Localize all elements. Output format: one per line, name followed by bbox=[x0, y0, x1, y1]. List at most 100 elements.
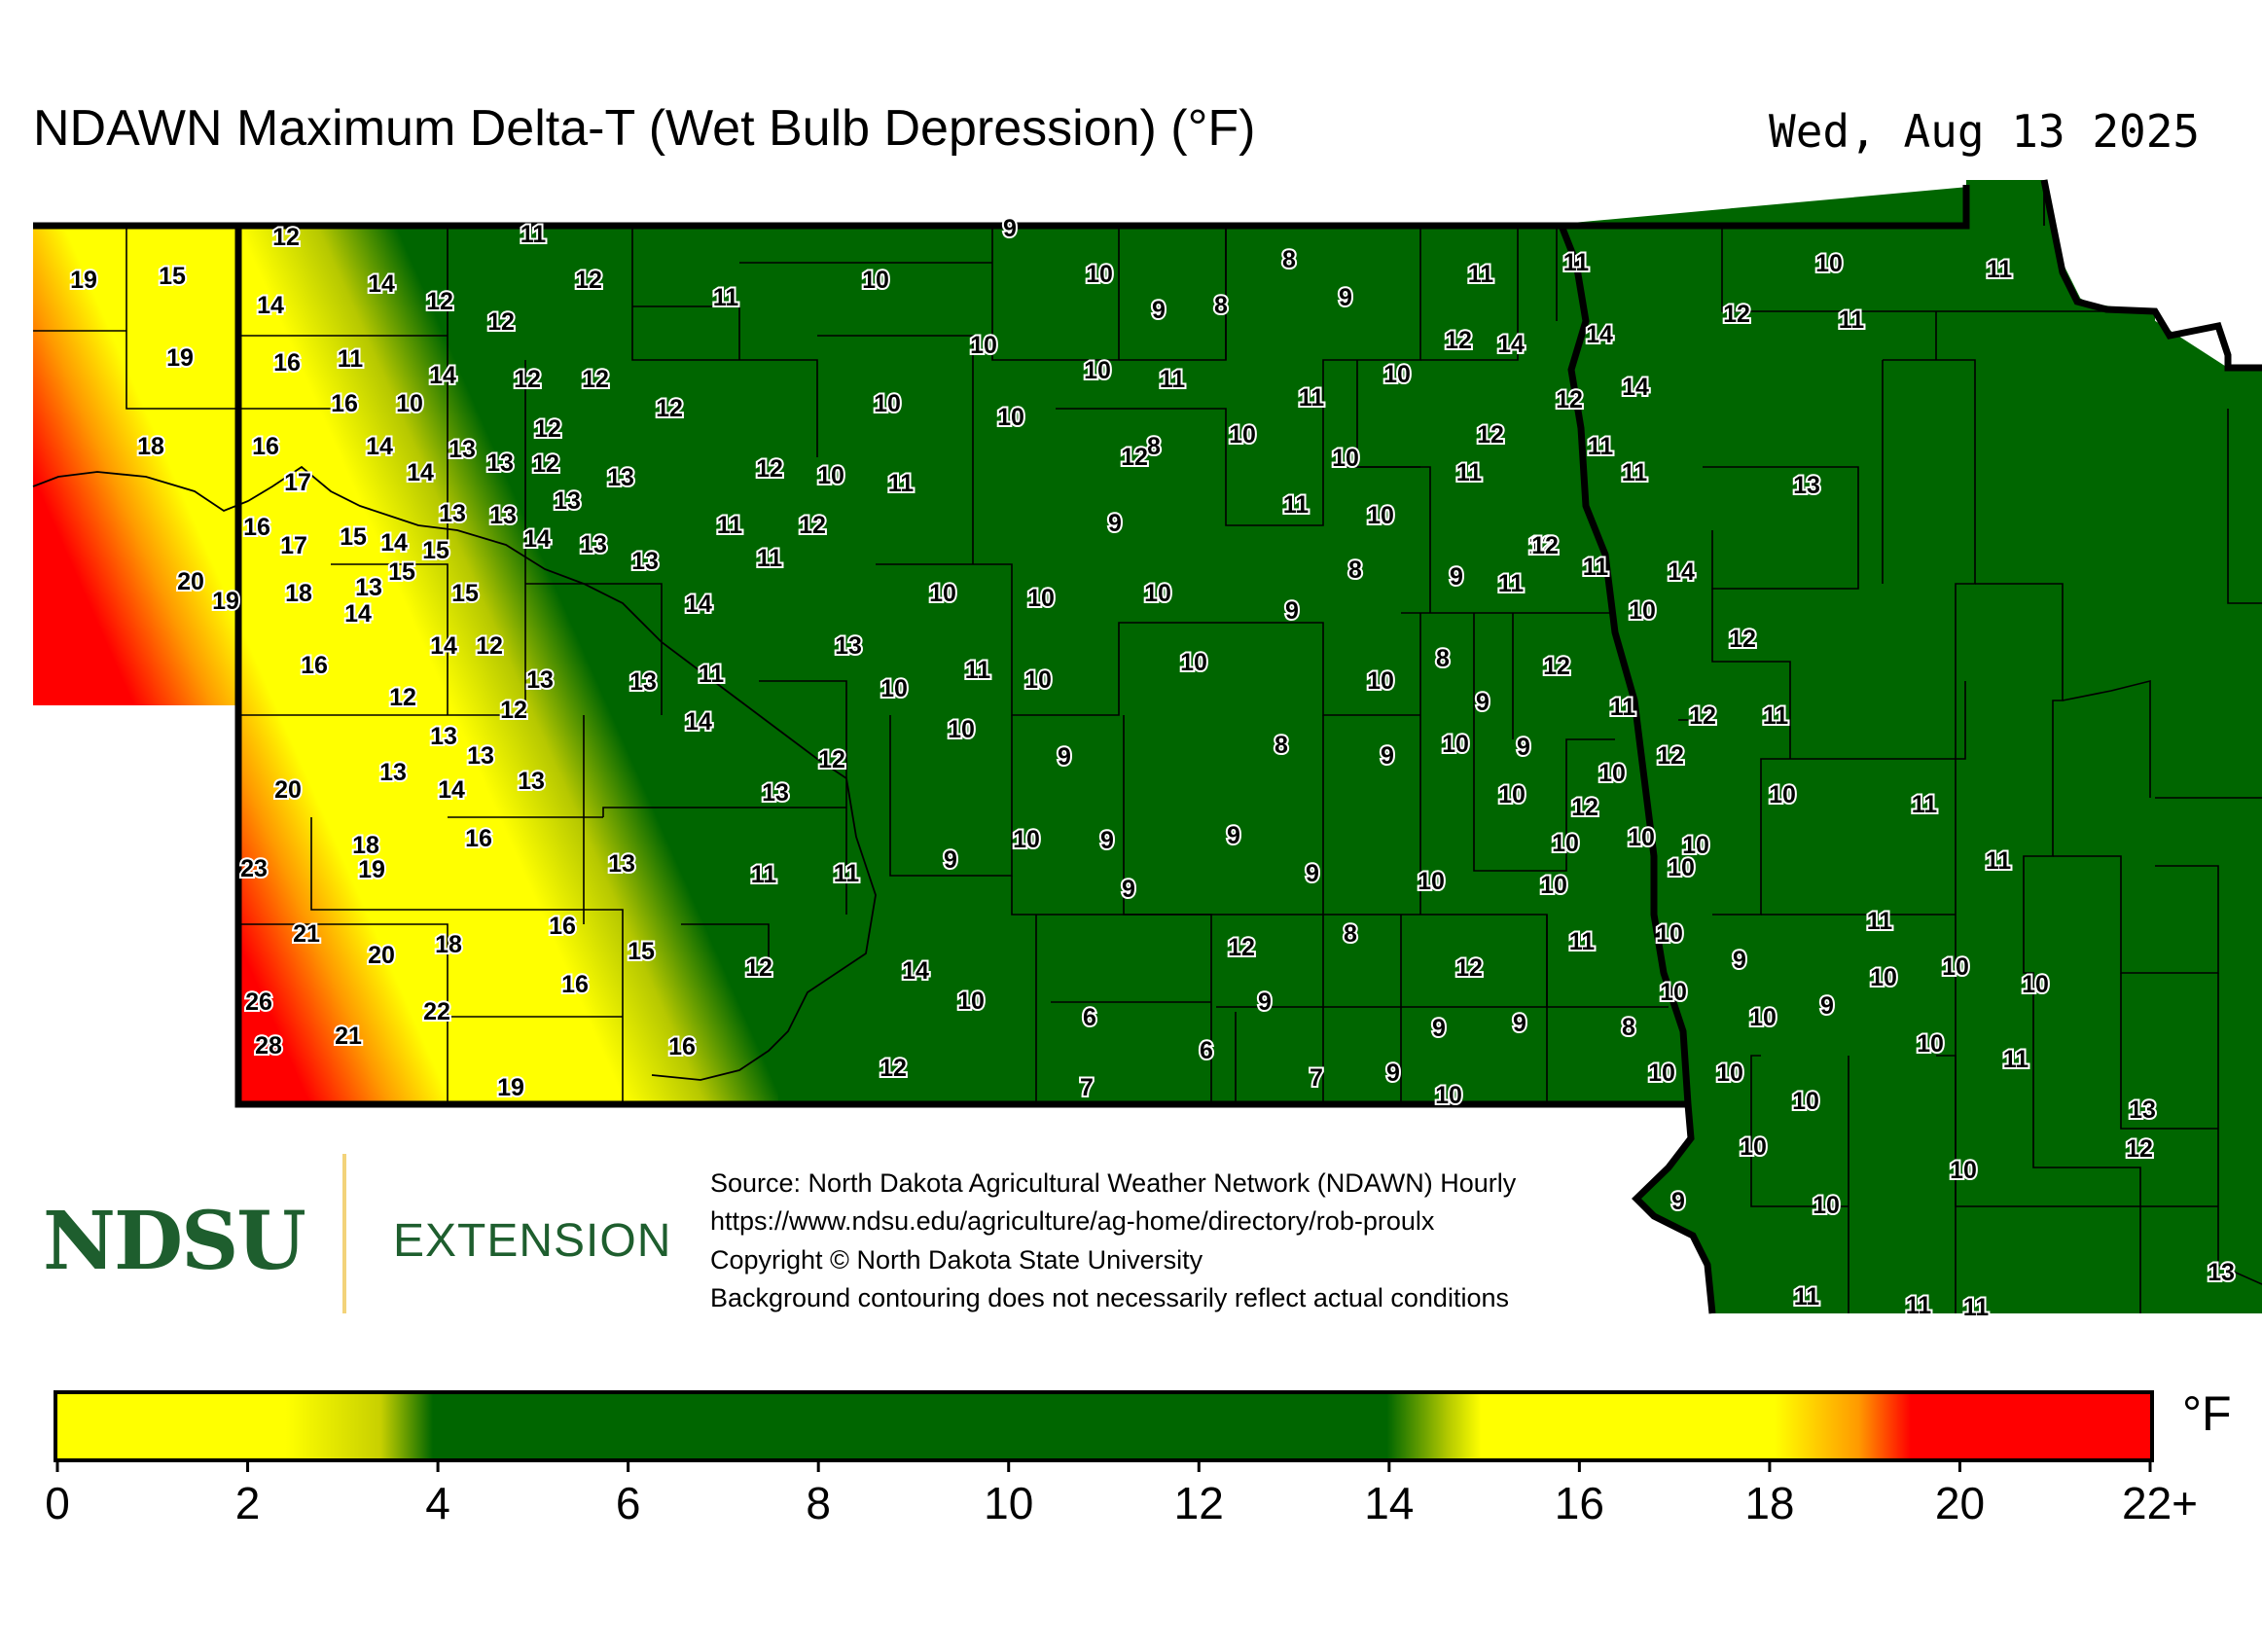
station-value: 12 bbox=[582, 366, 609, 393]
station-value: 10 bbox=[1442, 731, 1469, 758]
station-value: 10 bbox=[1815, 250, 1843, 277]
station-value: 15 bbox=[388, 558, 415, 586]
station-value: 8 bbox=[1622, 1014, 1635, 1041]
station-value: 13 bbox=[430, 723, 457, 750]
station-value: 11 bbox=[1839, 306, 1865, 334]
station-value: 9 bbox=[1122, 876, 1135, 903]
ndsu-logo-mark: NDSU bbox=[43, 1195, 306, 1288]
station-value: 12 bbox=[1528, 532, 1556, 559]
station-value: 10 bbox=[1740, 1133, 1767, 1161]
station-value: 9 bbox=[944, 846, 957, 874]
station-value: 15 bbox=[628, 938, 655, 965]
station-value: 12 bbox=[1445, 327, 1472, 354]
station-value: 13 bbox=[762, 779, 789, 807]
station-value: 11 bbox=[713, 284, 739, 311]
station-value: 14 bbox=[685, 591, 712, 618]
station-value: 10 bbox=[1383, 361, 1411, 388]
station-value: 10 bbox=[970, 332, 997, 359]
station-value: 9 bbox=[1285, 597, 1299, 625]
station-value: 11 bbox=[1583, 554, 1609, 581]
station-value: 13 bbox=[467, 742, 494, 770]
station-value: 10 bbox=[1027, 585, 1055, 612]
station-value: 10 bbox=[1813, 1192, 1840, 1219]
station-value: 13 bbox=[449, 436, 476, 463]
station-value: 11 bbox=[1569, 928, 1596, 955]
station-value: 16 bbox=[549, 913, 576, 940]
copyright-line: Copyright © North Dakota State Universit… bbox=[710, 1245, 1203, 1275]
station-value: 14 bbox=[366, 433, 393, 460]
station-value: 14 bbox=[257, 292, 284, 319]
station-value: 12 bbox=[272, 224, 300, 251]
station-value: 9 bbox=[1339, 284, 1352, 311]
station-value: 11 bbox=[1963, 1294, 1990, 1321]
station-value: 15 bbox=[451, 580, 479, 607]
station-value: 11 bbox=[338, 345, 364, 373]
station-value: 13 bbox=[518, 768, 545, 795]
station-value: 9 bbox=[1513, 1010, 1526, 1037]
extension-logo-text: EXTENSION bbox=[393, 1215, 672, 1267]
station-value: 9 bbox=[1476, 689, 1490, 716]
station-value: 16 bbox=[273, 349, 301, 377]
station-value: 13 bbox=[486, 449, 514, 477]
station-value: 28 bbox=[255, 1032, 282, 1059]
station-value: 12 bbox=[575, 267, 602, 294]
station-value: 12 bbox=[1556, 386, 1583, 413]
station-value: 10 bbox=[1180, 649, 1207, 676]
station-value: 11 bbox=[1912, 791, 1938, 818]
station-value: 9 bbox=[1100, 827, 1114, 854]
station-value: 12 bbox=[880, 1055, 907, 1082]
station-value: 10 bbox=[1418, 868, 1445, 895]
station-value: 13 bbox=[607, 464, 634, 491]
station-value: 12 bbox=[1455, 954, 1483, 982]
station-value: 15 bbox=[159, 263, 186, 290]
station-value: 9 bbox=[1258, 988, 1272, 1016]
station-value: 16 bbox=[301, 652, 328, 679]
station-value: 14 bbox=[430, 632, 457, 660]
station-value: 12 bbox=[1729, 626, 1756, 653]
station-value: 10 bbox=[1648, 1059, 1675, 1087]
station-value: 10 bbox=[1367, 667, 1394, 695]
station-value: 13 bbox=[355, 574, 382, 601]
station-value: 10 bbox=[957, 988, 985, 1015]
station-value: 12 bbox=[656, 395, 683, 422]
station-value: 9 bbox=[1227, 822, 1240, 849]
station-value: 11 bbox=[699, 661, 725, 688]
station-value: 12 bbox=[799, 512, 826, 539]
station-value: 15 bbox=[340, 523, 367, 551]
map-date: Wed, Aug 13 2025 bbox=[1769, 105, 2201, 158]
station-value: 11 bbox=[1498, 570, 1525, 597]
station-value: 10 bbox=[929, 580, 956, 607]
station-value: 8 bbox=[1282, 246, 1296, 273]
station-value: 11 bbox=[1906, 1292, 1932, 1319]
station-value: 11 bbox=[1987, 256, 2013, 283]
station-value: 13 bbox=[554, 487, 581, 515]
station-value: 14 bbox=[438, 776, 465, 804]
station-value: 12 bbox=[1228, 934, 1255, 961]
station-value: 11 bbox=[757, 545, 783, 572]
station-value: 21 bbox=[293, 920, 320, 948]
minnesota-region bbox=[1562, 180, 2262, 1313]
station-value: 13 bbox=[2208, 1259, 2235, 1286]
station-value: 14 bbox=[407, 459, 434, 486]
station-value: 13 bbox=[835, 632, 862, 660]
station-value: 6 bbox=[1200, 1037, 1213, 1064]
station-value: 12 bbox=[487, 308, 515, 336]
station-value: 11 bbox=[1794, 1283, 1820, 1311]
station-value: 12 bbox=[532, 450, 559, 478]
station-value: 11 bbox=[1160, 366, 1186, 393]
station-value: 10 bbox=[1435, 1082, 1462, 1109]
station-value: 11 bbox=[834, 860, 860, 887]
station-value: 14 bbox=[523, 525, 551, 553]
ndsu-extension-logo: NDSU EXTENSION bbox=[43, 1154, 685, 1313]
station-value: 20 bbox=[368, 942, 395, 969]
station-value: 17 bbox=[280, 532, 307, 559]
montana-strip bbox=[33, 226, 238, 705]
station-value: 11 bbox=[1468, 261, 1494, 288]
station-value: 10 bbox=[1668, 854, 1695, 881]
station-value: 7 bbox=[1080, 1074, 1094, 1101]
station-value: 10 bbox=[1084, 357, 1111, 384]
station-value: 10 bbox=[1367, 502, 1394, 529]
station-value: 8 bbox=[1275, 732, 1288, 759]
